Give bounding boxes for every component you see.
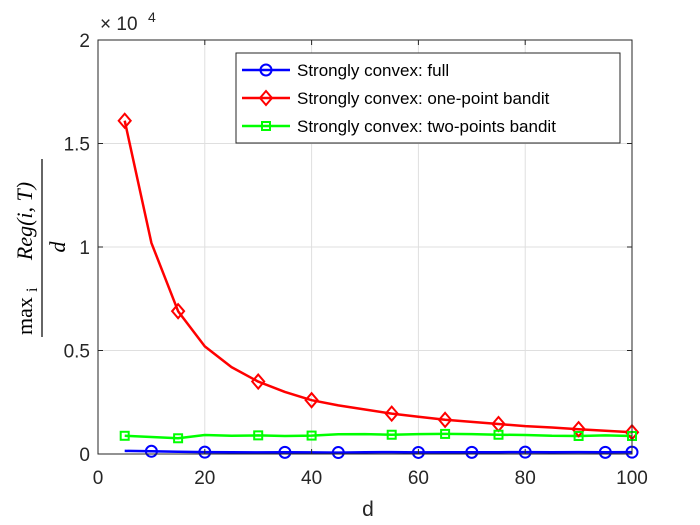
x-tick-label: 80	[515, 468, 536, 489]
y-label-denominator: d	[45, 241, 70, 253]
marker-square	[493, 429, 504, 440]
y-exponent-base: × 10	[100, 14, 138, 35]
legend: Strongly convex: full Strongly convex: o…	[235, 52, 621, 144]
marker-square	[119, 430, 130, 441]
x-tick-label: 0	[93, 468, 104, 489]
legend-label-full: Strongly convex: full	[297, 61, 449, 80]
x-axis-label: d	[362, 498, 374, 521]
y-tick-label: 0	[79, 445, 90, 466]
marker-circle	[278, 445, 292, 459]
series-lines	[123, 120, 633, 454]
legend-marker-full	[259, 63, 273, 77]
marker-circle	[465, 445, 479, 459]
marker-square	[253, 430, 264, 441]
marker-circle	[331, 446, 345, 460]
legend-item-full: Strongly convex: full	[242, 61, 449, 80]
legend-label-one-point: Strongly convex: one-point bandit	[297, 89, 550, 108]
x-tick-label: 60	[408, 468, 429, 489]
marker-circle	[198, 445, 212, 459]
x-tick-label: 20	[194, 468, 215, 489]
marker-diamond	[571, 420, 586, 438]
legend-label-two-points: Strongly convex: two-points bandit	[297, 117, 556, 136]
legend-item-one-point: Strongly convex: one-point bandit	[242, 89, 550, 108]
series-line-1	[123, 120, 633, 434]
legend-box	[235, 52, 621, 144]
y-axis-label: max i Reg(i, T) d	[12, 159, 70, 337]
y-label-sub: i	[24, 287, 41, 292]
x-tick-label: 40	[301, 468, 322, 489]
marker-diamond	[117, 112, 133, 130]
marker-diamond	[250, 373, 266, 391]
axis-ticks: 0 20 40 60 80 100 0 0.5 1 1.5 2	[64, 31, 648, 489]
marker-square	[440, 428, 451, 439]
x-tick-label: 100	[616, 468, 648, 489]
marker-square	[386, 429, 397, 440]
y-label-numerator: Reg(i, T)	[12, 182, 37, 261]
marker-diamond	[170, 302, 186, 320]
y-tick-label: 0.5	[64, 342, 90, 363]
y-tick-label: 1.5	[64, 135, 90, 156]
legend-item-two-points: Strongly convex: two-points bandit	[242, 117, 556, 136]
marker-circle	[518, 445, 532, 459]
marker-diamond	[304, 391, 319, 409]
y-label-prefix: max	[12, 297, 37, 335]
marker-circle	[144, 444, 158, 458]
y-exponent-power: 4	[148, 9, 156, 25]
series-markers	[117, 112, 640, 460]
marker-diamond	[437, 411, 453, 429]
series-line-0	[124, 449, 633, 454]
y-tick-label: 2	[79, 31, 90, 52]
marker-square	[173, 433, 184, 444]
legend-marker-one-point	[258, 89, 274, 107]
marker-square	[306, 430, 317, 441]
marker-diamond	[384, 405, 400, 423]
series-line-2	[124, 432, 633, 440]
legend-marker-two-points	[261, 121, 271, 131]
marker-square	[573, 430, 584, 441]
marker-circle	[598, 445, 612, 459]
marker-circle	[411, 445, 425, 459]
y-tick-label: 1	[79, 238, 90, 259]
